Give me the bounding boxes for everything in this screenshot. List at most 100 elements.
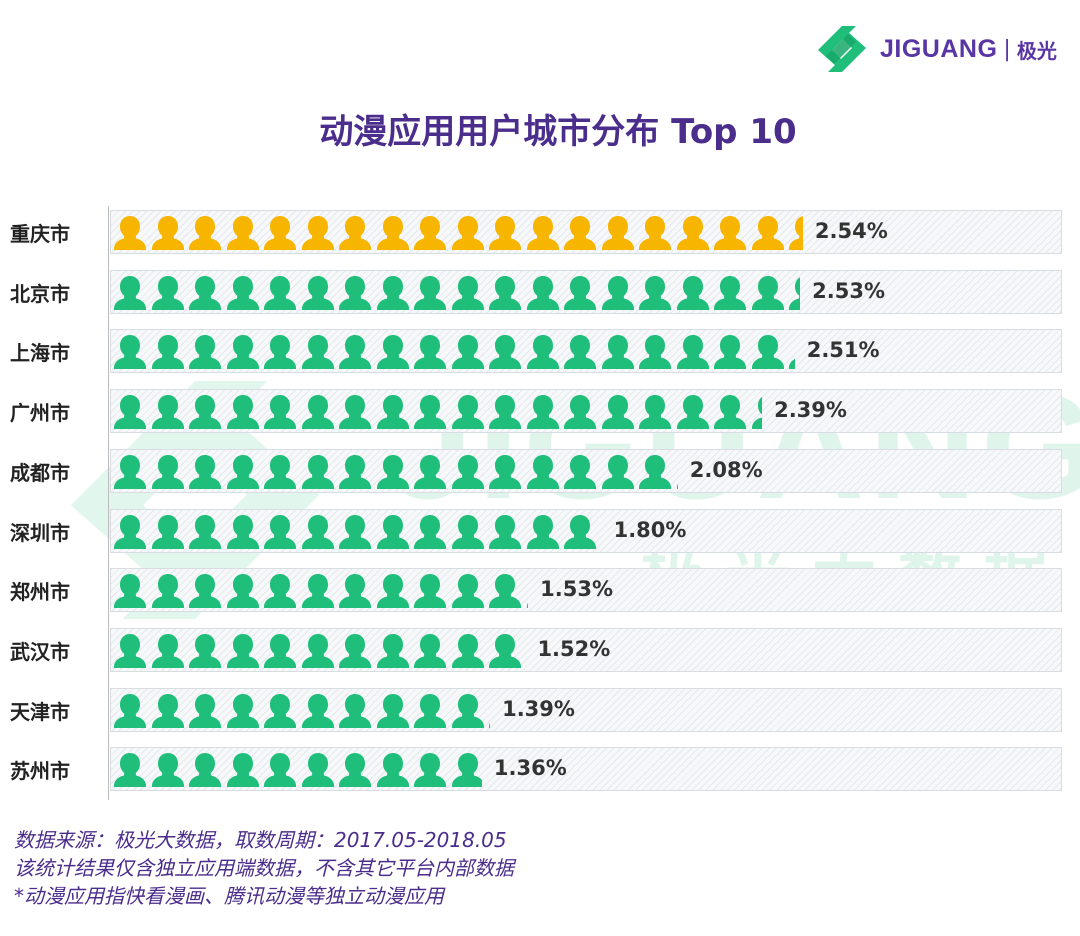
person-icon [450,214,488,252]
bar-4 [112,393,763,431]
bar-10 [112,751,482,789]
jiguang-logo-icon [818,26,866,72]
person-icon [487,274,525,312]
person-icon [337,274,375,312]
person-icon [787,214,803,252]
person-icon [600,453,638,491]
person-icon [412,513,450,551]
person-icon [525,572,529,610]
chart-row: 武汉市 1.52% [0,626,1080,674]
person-icon [300,692,338,730]
person-icon [787,274,801,312]
person-icon [562,453,600,491]
bar-6 [112,513,602,551]
category-label: 上海市 [10,341,70,366]
person-icon [562,214,600,252]
person-icon [300,393,338,431]
person-icon [150,274,188,312]
person-icon [600,333,638,371]
person-icon [750,333,788,371]
person-icon [450,632,488,670]
person-icon [262,572,300,610]
footnotes: 数据来源：极光大数据，取数周期：2017.05-2018.05 该统计结果仅含独… [14,826,1054,910]
person-icon [450,572,488,610]
person-icon [112,632,150,670]
person-icon [150,692,188,730]
person-icon [112,393,150,431]
person-icon [562,513,600,551]
person-icon [637,274,675,312]
person-icon [300,632,338,670]
bar-track [110,627,1062,672]
person-icon [487,393,525,431]
person-icon [600,513,602,551]
person-icon [412,393,450,431]
person-icon [225,214,263,252]
value-label: 2.54% [814,219,888,243]
person-icon [262,274,300,312]
person-icon [262,333,300,371]
person-icon [675,453,678,491]
person-icon [262,751,300,789]
chart-row: 上海市 2.51% [0,327,1080,375]
person-icon [487,513,525,551]
person-icon [262,513,300,551]
bar-3 [112,333,795,371]
category-label: 苏州市 [10,759,70,784]
person-icon [525,393,563,431]
person-icon [300,214,338,252]
person-icon [600,274,638,312]
person-icon [150,393,188,431]
category-label: 武汉市 [10,639,70,664]
value-label: 1.53% [540,577,614,602]
bar-8 [112,632,525,670]
person-icon [450,692,488,730]
person-icon [150,572,188,610]
value-label: 1.39% [502,696,575,721]
person-icon [562,333,600,371]
person-icon [375,393,413,431]
person-icon [150,632,188,670]
person-icon [337,751,375,789]
person-icon [337,333,375,371]
logo-cn-text: 极光 [1016,38,1057,63]
category-label: 重庆市 [10,222,70,246]
person-icon [300,751,338,789]
person-icon [675,214,713,252]
person-icon [675,274,713,312]
logo-brand-text: JIGUANG [880,34,998,63]
logo-separator: | [1003,36,1011,62]
person-icon [675,333,713,371]
person-icon [112,274,150,312]
person-icon [412,692,450,730]
person-icon [525,453,563,491]
person-icon [375,274,413,312]
person-icon [187,513,225,551]
person-icon [187,751,225,789]
bar-1 [112,214,803,252]
person-icon [600,393,638,431]
person-icon [600,214,638,252]
chart-row: 北京市 2.53% [0,268,1080,316]
person-icon [300,453,338,491]
person-icon [450,453,488,491]
person-icon [487,632,525,670]
person-icon [562,274,600,312]
person-icon [337,453,375,491]
person-icon [562,393,600,431]
person-icon [187,333,225,371]
person-icon [150,751,188,789]
person-icon [112,751,150,789]
person-icon [712,333,750,371]
person-icon [450,274,488,312]
person-icon [487,453,525,491]
person-icon [300,333,338,371]
person-icon [675,393,713,431]
person-icon [225,572,263,610]
person-icon [375,513,413,551]
person-icon [450,393,488,431]
person-icon [225,333,263,371]
person-icon [337,692,375,730]
chart-row: 广州市 2.39% [0,387,1080,435]
bar-5 [112,453,678,491]
